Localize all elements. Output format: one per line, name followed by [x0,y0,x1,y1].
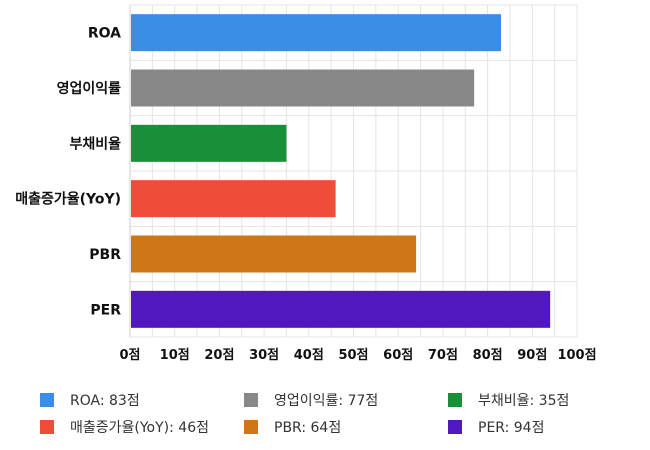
category-label: 부채비율 [69,135,121,152]
bar-2 [131,124,287,162]
category-label: 영업이익률 [57,80,122,97]
legend-swatch [244,420,258,434]
grid-lines [129,4,578,338]
category-label: 매출증가율(YoY) [15,191,121,208]
x-tick-label: 70점 [428,348,458,363]
legend-item-roa: ROA: 83점 [40,390,140,410]
legend-item-per: PER: 94점 [448,417,544,437]
bar-0 [131,14,502,52]
legend-swatch [40,420,54,434]
legend-item-operating-margin: 영업이익률: 77점 [244,390,378,410]
bar-4 [131,235,417,273]
legend-item-sales-growth: 매출증가율(YoY): 46점 [40,417,209,437]
legend-swatch [40,393,54,407]
legend-swatch [448,393,462,407]
x-tick-label: 80점 [473,348,503,363]
x-tick-label: 100점 [557,348,596,363]
legend-label: ROA: 83점 [70,393,140,409]
category-label: PBR [89,247,121,263]
category-label: ROA [88,26,121,42]
legend-label: 부채비율: 35점 [478,393,570,409]
x-tick-label: 50점 [338,348,368,363]
x-tick-label: 0점 [119,348,140,363]
bars [131,14,551,328]
bar-1 [131,69,475,107]
legend-swatch [448,420,462,434]
x-tick-label: 20점 [204,348,234,363]
x-tick-label: 60점 [383,348,413,363]
x-tick-label: 30점 [249,348,279,363]
x-tick-label: 40점 [294,348,324,363]
legend-label: 영업이익률: 77점 [274,393,379,409]
bar-5 [131,290,551,328]
legend-label: PBR: 64점 [274,420,342,436]
legend-label: PER: 94점 [478,420,545,436]
x-tick-label: 10점 [160,348,190,363]
legend-swatch [244,393,258,407]
x-axis-tick-labels: 0점 10점 20점 30점 40점 50점 60점 70점 80점 90점 100점 [119,348,596,363]
legend-label: 매출증가율(YoY): 46점 [70,420,209,436]
legend-item-debt-ratio: 부채비율: 35점 [448,390,569,410]
legend-item-pbr: PBR: 64점 [244,417,341,437]
category-label: PER [90,302,121,318]
bar-3 [131,180,336,218]
x-tick-label: 90점 [517,348,547,363]
